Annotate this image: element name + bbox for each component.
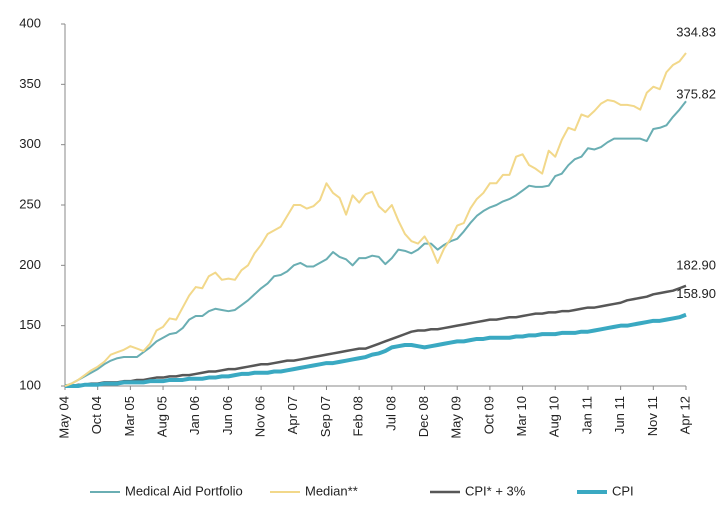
x-tick-label: Sep 07 <box>318 396 333 437</box>
y-tick-label: 350 <box>19 76 41 91</box>
x-tick-label: Apr 07 <box>285 396 300 434</box>
x-tick-label: Aug 10 <box>547 396 562 437</box>
x-tick-label: Mar 10 <box>514 396 529 436</box>
y-tick-label: 300 <box>19 136 41 151</box>
series-line <box>65 312 687 388</box>
x-tick-label: Mar 05 <box>122 396 137 436</box>
x-tick-label: Nov 06 <box>253 396 268 437</box>
legend-label: Medical Aid Portfolio <box>125 483 243 498</box>
x-tick-label: Jan 11 <box>579 396 594 434</box>
legend-label: Median** <box>305 483 358 498</box>
series-line <box>64 100 687 387</box>
y-tick-label: 400 <box>19 15 41 30</box>
x-tick-label: Feb 08 <box>351 396 366 436</box>
end-label: 375.82 <box>676 87 716 102</box>
y-tick-label: 200 <box>19 257 41 272</box>
end-label: 182.90 <box>676 257 716 272</box>
x-tick-label: Jun 11 <box>612 396 627 434</box>
y-tick-label: 100 <box>19 377 41 392</box>
legend-label: CPI <box>612 483 634 498</box>
x-tick-label: Dec 08 <box>416 396 431 437</box>
x-tick-label: May 04 <box>56 396 71 439</box>
x-tick-label: Aug 05 <box>154 396 169 437</box>
legend-label: CPI* + 3% <box>465 483 526 498</box>
x-tick-label: Jul 08 <box>383 396 398 431</box>
series-line <box>65 284 687 388</box>
x-tick-label: Nov 11 <box>645 396 660 436</box>
x-tick-label: May 09 <box>449 396 464 439</box>
y-tick-label: 250 <box>19 196 41 211</box>
x-tick-label: Apr 12 <box>677 396 692 434</box>
x-tick-label: Jun 06 <box>220 396 235 435</box>
end-label: 334.83 <box>676 24 716 39</box>
end-label: 158.90 <box>676 286 716 301</box>
x-tick-label: Oct 04 <box>89 396 104 434</box>
y-tick-label: 150 <box>19 317 41 332</box>
series-line <box>64 52 687 387</box>
x-tick-label: Jan 06 <box>187 396 202 435</box>
x-tick-label: Oct 09 <box>481 396 496 434</box>
